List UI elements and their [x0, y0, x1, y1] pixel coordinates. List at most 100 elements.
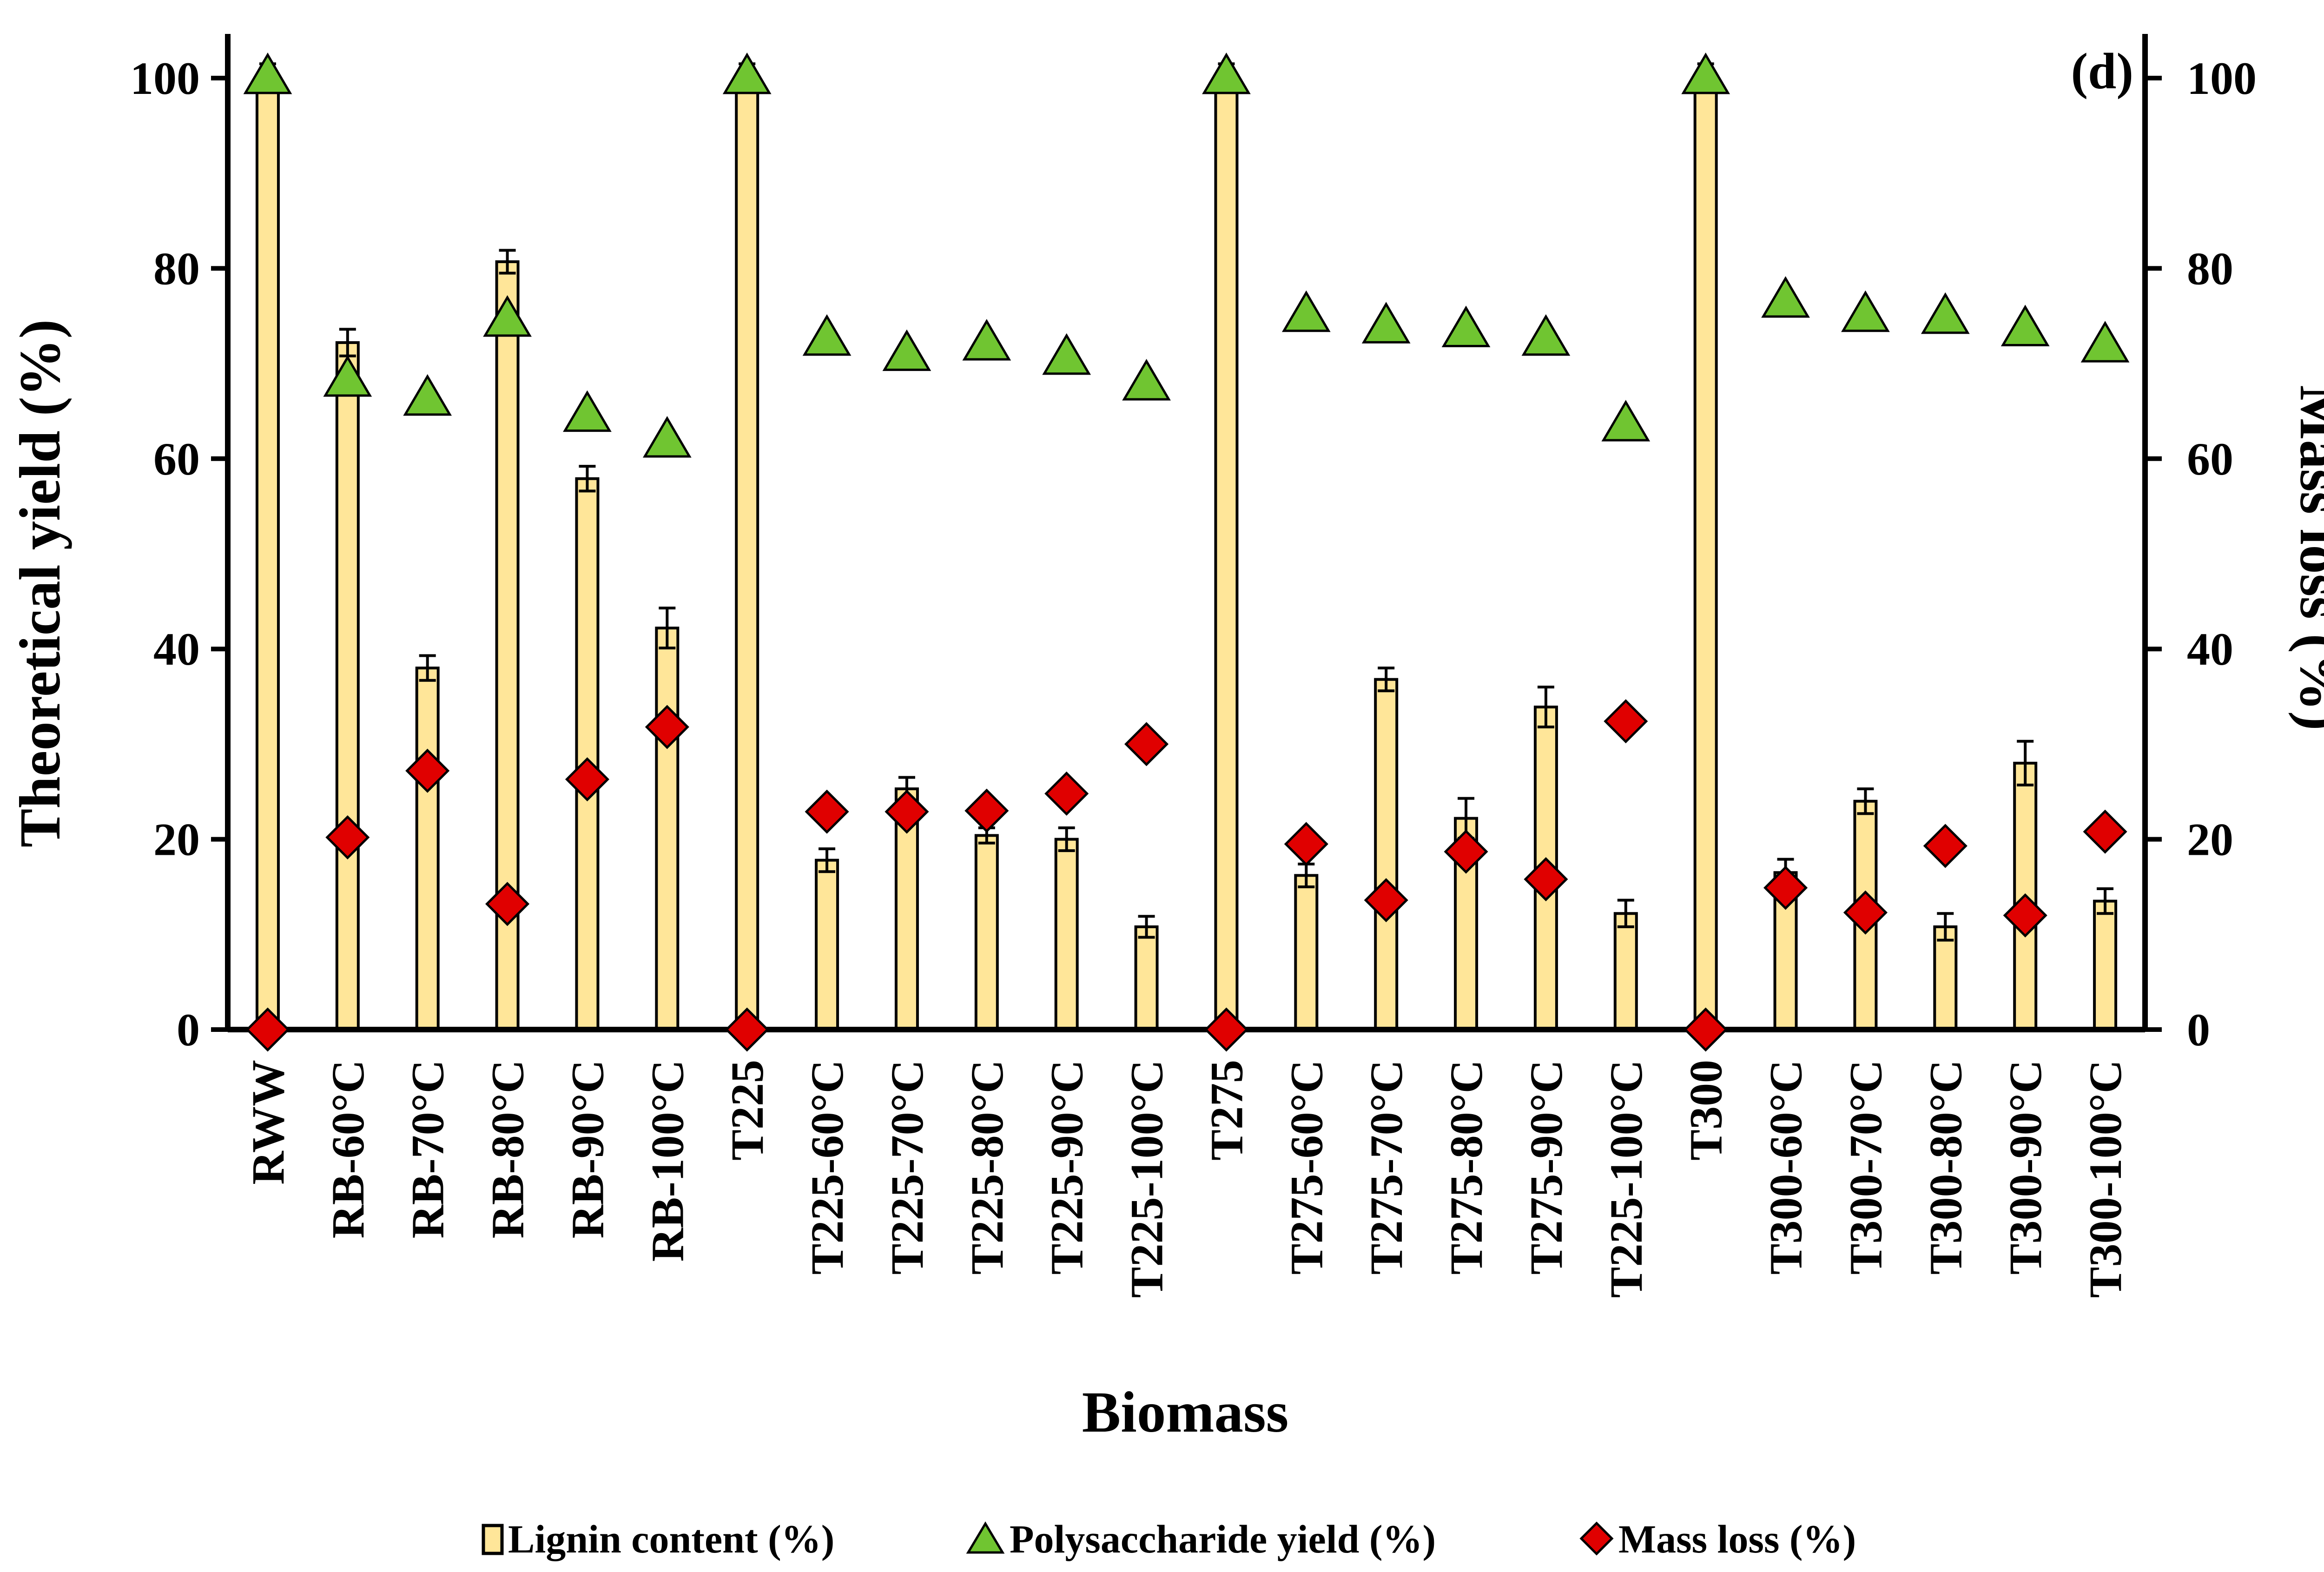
x-category-label: RB-80°C	[482, 1060, 534, 1238]
polysaccharide-point	[642, 416, 692, 458]
lignin-bar	[815, 859, 839, 1031]
x-category-label: RB-60°C	[322, 1060, 374, 1238]
y-tick-label-left: 60	[153, 433, 200, 485]
polysaccharide-point	[1601, 400, 1651, 442]
polysaccharide-point	[1281, 290, 1331, 332]
polysaccharide-point	[1042, 333, 1091, 375]
x-category-label: T275-90°C	[1520, 1060, 1572, 1275]
legend-label-lignin: Lignin content (%)	[508, 1517, 834, 1561]
x-category-label: T225-100°C	[1121, 1060, 1173, 1298]
x-category-label: T225-60°C	[801, 1060, 853, 1275]
y-tick-label-left: 20	[153, 814, 200, 865]
polysaccharide-point	[1681, 53, 1730, 94]
x-category-label: T225-100°C	[1600, 1060, 1652, 1298]
polysaccharide-point	[1441, 305, 1491, 348]
mass-loss-point	[1604, 699, 1648, 744]
lignin-bar	[1613, 912, 1638, 1031]
legend: Lignin content (%) Polysaccharide yield …	[482, 1517, 1856, 1561]
y-axis-title-left: Theoretical yield (%)	[8, 319, 73, 847]
lignin-bar	[1933, 925, 1958, 1031]
mass-loss-point	[1284, 822, 1328, 866]
polysaccharide-point	[323, 355, 372, 397]
polysaccharide-point	[1841, 290, 1890, 332]
polysaccharide-point	[1202, 53, 1251, 94]
y-tick-label-right: 0	[2187, 1004, 2210, 1056]
mass-loss-point	[565, 757, 609, 802]
x-category-label: T275-60°C	[1281, 1060, 1332, 1275]
lignin-bar	[1054, 838, 1079, 1031]
legend-label-polysaccharide: Polysaccharide yield (%)	[1010, 1517, 1436, 1561]
x-category-label: T225-90°C	[1041, 1060, 1093, 1275]
mass-loss-point	[1124, 722, 1169, 766]
mass-loss-point	[2083, 809, 2127, 854]
y-tick-label-left: 0	[177, 1004, 200, 1056]
lignin-bar	[735, 77, 759, 1031]
panel-label: (d)	[2071, 43, 2133, 99]
y-tick-label-left: 100	[130, 53, 200, 104]
polysaccharide-point	[1361, 302, 1411, 343]
polysaccharide-point	[1122, 359, 1171, 401]
lignin-bar	[655, 627, 680, 1031]
lignin-bar	[2093, 899, 2118, 1031]
mass-loss-point	[1763, 865, 1808, 910]
polysaccharide-point	[1761, 276, 1810, 318]
polysaccharide-point	[2080, 321, 2130, 363]
lignin-bar	[1214, 77, 1239, 1031]
mass-loss-point	[725, 1007, 769, 1052]
x-category-label: RB-100°C	[641, 1060, 693, 1262]
mass-loss-point	[405, 748, 450, 793]
x-category-label: T300-60°C	[1760, 1060, 1812, 1275]
y-axis-title-right: Mass loss (%)	[2288, 385, 2324, 730]
legend-swatch-mass-loss	[1579, 1521, 1614, 1556]
lignin-bar	[1693, 77, 1718, 1031]
x-category-label: RWW	[242, 1060, 294, 1185]
lignin-bar	[974, 834, 999, 1031]
x-category-label: T300-70°C	[1840, 1060, 1891, 1275]
polysaccharide-point	[483, 295, 532, 337]
mass-loss-point	[325, 815, 370, 860]
mass-loss-point	[485, 882, 530, 926]
y-tick-label-right: 80	[2187, 243, 2233, 294]
x-category-label: T225-70°C	[881, 1060, 933, 1275]
lignin-bar	[1294, 874, 1319, 1031]
mass-loss-point	[1044, 771, 1089, 816]
polysaccharide-point	[962, 319, 1011, 361]
mass-loss-point	[1524, 857, 1568, 902]
x-category-label: RB-90°C	[561, 1060, 613, 1238]
x-category-label: T300-80°C	[1920, 1060, 1971, 1275]
lignin-bar	[575, 477, 600, 1031]
x-category-label: T300-90°C	[2000, 1060, 2051, 1275]
mass-loss-point	[805, 789, 849, 834]
y-tick-label-right: 40	[2187, 623, 2233, 675]
lignin-bar	[335, 341, 360, 1031]
mass-loss-point	[645, 705, 689, 749]
polysaccharide-point	[722, 53, 772, 94]
plot-area: 0 20 40 60 80 100 0 20 40 60 80 100 RWW RB-60°C RB-70°…	[130, 34, 2257, 1298]
x-category-label: T275-70°C	[1360, 1060, 1412, 1275]
x-category-label: T300	[1680, 1060, 1732, 1161]
y-tick-label-left: 40	[153, 623, 200, 675]
lignin-bar	[1374, 678, 1399, 1031]
lignin-bar	[415, 667, 440, 1031]
legend-swatch-lignin	[482, 1524, 504, 1555]
x-axis-title: Biomass	[1082, 1380, 1289, 1445]
mass-loss-point	[1923, 824, 1967, 868]
polysaccharide-point	[403, 374, 452, 416]
polysaccharide-point	[2000, 304, 2050, 346]
legend-label-mass-loss: Mass loss (%)	[1618, 1517, 1856, 1561]
lignin-bar	[1134, 925, 1159, 1031]
mass-loss-point	[885, 789, 929, 834]
polysaccharide-point	[802, 314, 852, 356]
y-tick-label-right: 60	[2187, 433, 2233, 485]
x-category-label: T275-80°C	[1440, 1060, 1492, 1275]
mass-loss-point	[964, 788, 1009, 833]
y-tick-label-left: 80	[153, 243, 200, 294]
y-tick-label-right: 20	[2187, 814, 2233, 865]
legend-swatch-polysaccharide	[966, 1521, 1005, 1554]
mass-loss-point	[1444, 829, 1488, 874]
x-category-label: T225-80°C	[961, 1060, 1013, 1275]
y-tick-label-right: 100	[2187, 53, 2257, 104]
mass-loss-point	[1843, 890, 1888, 935]
x-category-label: RB-70°C	[402, 1060, 454, 1238]
